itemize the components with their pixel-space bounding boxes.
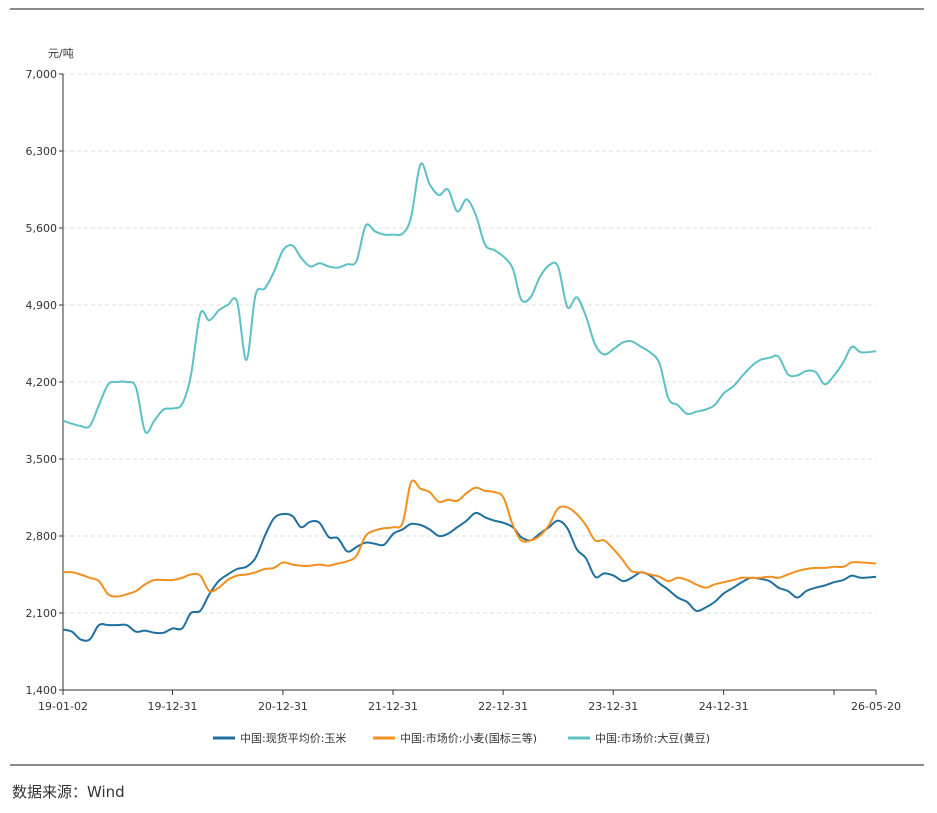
legend-label: 中国:现货平均价:玉米 [240,731,346,745]
x-tick-label: 21-12-31 [368,700,418,713]
x-tick-label: 22-12-31 [478,700,528,713]
x-tick-label: 26-05-20 [851,700,901,713]
y-tick-label: 1,400 [26,684,58,697]
series-lines [62,162,877,642]
legend-label: 中国:市场价:小麦(国标三等) [400,731,537,745]
y-tick-label: 5,600 [26,222,58,235]
x-tick-label: 20-12-31 [258,700,308,713]
line-chart: 1,400 2,100 2,800 3,500 4,200 4,900 5,600 6,300… [26,47,901,745]
data-source-note: 数据来源：Wind [12,783,125,801]
soybean-price-line [62,162,877,434]
x-tick-label: 19-12-31 [148,700,198,713]
y-tick-label: 4,200 [26,376,58,389]
legend-item-corn: 中国:现货平均价:玉米 [213,731,346,745]
legend-label: 中国:市场价:大豆(黄豆) [595,731,710,745]
y-tick-label: 3,500 [26,453,58,466]
corn-price-line [62,511,877,642]
bottom-rule [10,764,924,766]
y-tick-label: 6,300 [26,145,58,158]
legend-item-soybean: 中国:市场价:大豆(黄豆) [568,731,710,745]
gridlines [63,73,876,614]
y-axis: 1,400 2,100 2,800 3,500 4,200 4,900 5,600 6,300… [26,68,64,697]
x-tick-label: 19-01-02 [38,700,88,713]
wheat-price-line [62,479,877,598]
y-tick-label: 2,100 [26,607,58,620]
y-tick-label: 7,000 [26,68,58,81]
y-tick-label: 4,900 [26,299,58,312]
legend: 中国:现货平均价:玉米 中国:市场价:小麦(国标三等) 中国:市场价:大豆(黄豆) [213,731,710,745]
y-axis-unit-label: 元/吨 [48,47,74,60]
top-rule [10,8,924,10]
x-tick-label: 24-12-31 [699,700,749,713]
x-tick-label: 23-12-31 [588,700,638,713]
y-tick-label: 2,800 [26,530,58,543]
legend-item-wheat: 中国:市场价:小麦(国标三等) [373,731,537,745]
x-axis: 19-01-02 19-12-31 20-12-31 21-12-31 22-12-31… [38,689,901,713]
